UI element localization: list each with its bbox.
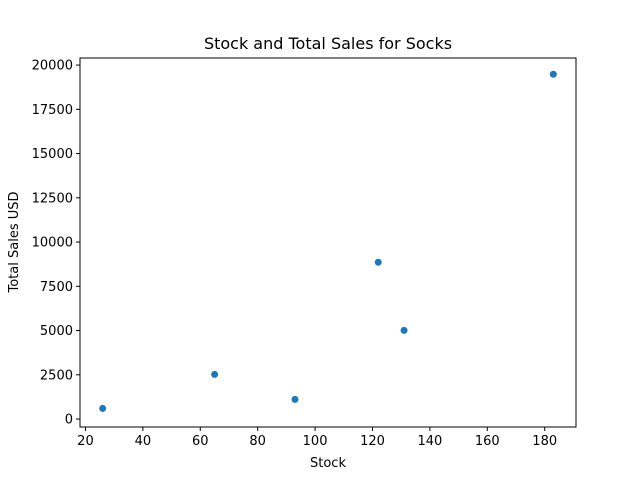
y-tick-label: 17500	[32, 103, 73, 118]
y-tick-label: 2500	[40, 368, 73, 383]
y-tick-label: 5000	[40, 324, 73, 339]
y-tick-label: 0	[65, 413, 73, 428]
x-axis-label: Stock	[310, 456, 346, 471]
y-axis-ticks: 0 2500 5000 7500 10000 12500 15000 17500 20000	[32, 59, 80, 428]
x-tick-label: 120	[360, 434, 385, 449]
x-tick-label: 20	[77, 434, 94, 449]
x-tick-label: 180	[532, 434, 557, 449]
data-point	[549, 70, 557, 78]
plot-area	[80, 58, 576, 427]
chart-title: Stock and Total Sales for Socks	[204, 34, 452, 53]
x-tick-label: 40	[135, 434, 152, 449]
data-point	[211, 370, 219, 378]
y-tick-label: 7500	[40, 280, 73, 295]
x-axis-ticks: 20 40 60 80 100 120 140 160 180	[77, 427, 557, 449]
data-point	[400, 326, 408, 334]
x-tick-label: 60	[192, 434, 209, 449]
y-axis-label: Total Sales USD	[7, 191, 22, 293]
x-tick-label: 140	[417, 434, 442, 449]
data-point	[291, 395, 299, 403]
y-tick-label: 10000	[32, 236, 73, 251]
data-point	[374, 258, 382, 266]
y-tick-label: 20000	[32, 59, 73, 74]
data-point	[99, 404, 107, 412]
x-tick-label: 100	[303, 434, 328, 449]
x-tick-label: 80	[249, 434, 266, 449]
y-tick-label: 15000	[32, 147, 73, 162]
y-tick-label: 12500	[32, 191, 73, 206]
data-points	[99, 70, 557, 412]
x-tick-label: 160	[475, 434, 500, 449]
